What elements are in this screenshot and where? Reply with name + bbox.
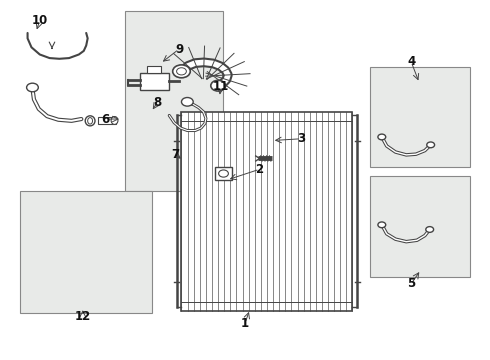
- Text: 6: 6: [101, 113, 110, 126]
- Ellipse shape: [111, 117, 118, 125]
- Bar: [125, 12, 223, 191]
- Bar: [20, 191, 152, 313]
- Ellipse shape: [88, 118, 93, 124]
- Bar: [181, 112, 352, 311]
- Circle shape: [211, 80, 225, 91]
- Bar: [140, 73, 169, 90]
- Bar: [369, 176, 470, 277]
- Circle shape: [172, 65, 190, 78]
- Circle shape: [26, 83, 38, 92]
- Circle shape: [378, 222, 386, 228]
- Text: 8: 8: [153, 96, 161, 109]
- Text: 7: 7: [172, 148, 180, 161]
- Bar: [369, 67, 470, 167]
- Circle shape: [181, 98, 193, 106]
- Text: 9: 9: [175, 42, 183, 55]
- Text: 11: 11: [213, 80, 229, 93]
- Bar: [147, 66, 161, 73]
- Circle shape: [427, 142, 435, 148]
- Text: 4: 4: [407, 55, 415, 68]
- Text: 10: 10: [32, 14, 48, 27]
- Text: 1: 1: [241, 317, 249, 330]
- Circle shape: [219, 170, 228, 177]
- Ellipse shape: [85, 116, 95, 126]
- Text: 3: 3: [297, 132, 305, 145]
- Bar: [215, 167, 232, 180]
- Text: 2: 2: [256, 163, 264, 176]
- Bar: [181, 112, 352, 311]
- Circle shape: [378, 134, 386, 140]
- Text: 12: 12: [74, 310, 91, 323]
- Circle shape: [426, 226, 434, 232]
- Bar: [98, 117, 116, 125]
- Circle shape: [176, 68, 186, 75]
- Text: 5: 5: [407, 278, 415, 291]
